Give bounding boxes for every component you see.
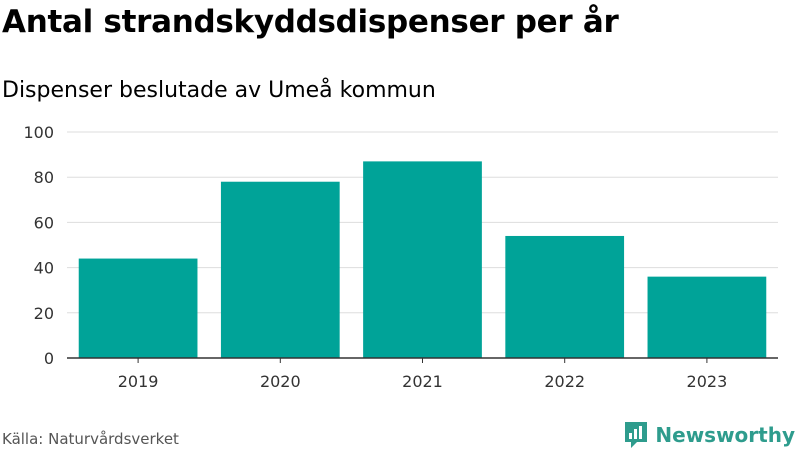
bar [647, 276, 767, 358]
x-tick-label: 2020 [260, 372, 301, 391]
chart-title: Antal strandskyddsdispenser per år [2, 4, 619, 40]
y-tick-label: 20 [34, 304, 54, 323]
x-tick-label: 2021 [402, 372, 443, 391]
bar [363, 161, 482, 358]
y-tick-label: 60 [34, 213, 54, 232]
y-tick-label: 40 [34, 259, 54, 278]
y-tick-label: 100 [23, 123, 54, 142]
y-tick-label: 0 [44, 349, 54, 368]
chart-subtitle: Dispenser beslutade av Umeå kommun [2, 78, 436, 103]
brand-name: Newsworthy [655, 423, 795, 447]
x-tick-label: 2022 [544, 372, 585, 391]
bar [220, 181, 340, 358]
x-tick-label: 2023 [687, 372, 728, 391]
y-tick-label: 80 [34, 168, 54, 187]
bar [505, 235, 625, 358]
x-tick-label: 2019 [118, 372, 159, 391]
brand-logo: Newsworthy [623, 420, 795, 450]
source-note: Källa: Naturvårdsverket [2, 430, 179, 448]
bar [78, 258, 198, 358]
newsworthy-logo-icon [625, 422, 648, 448]
